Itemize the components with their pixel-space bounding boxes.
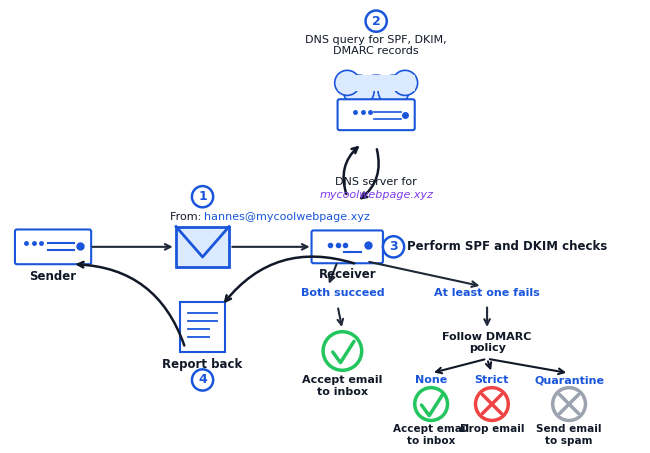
Text: Report back: Report back	[162, 358, 242, 371]
FancyBboxPatch shape	[180, 302, 225, 352]
Circle shape	[353, 75, 399, 121]
Text: 4: 4	[198, 373, 207, 386]
Circle shape	[552, 388, 586, 420]
Text: 2: 2	[372, 14, 380, 28]
Text: Accept email
to inbox: Accept email to inbox	[393, 424, 469, 446]
FancyBboxPatch shape	[337, 75, 415, 91]
Text: At least one fails: At least one fails	[434, 288, 540, 299]
Circle shape	[343, 75, 374, 106]
Circle shape	[335, 70, 359, 96]
Text: Accept email
to inbox: Accept email to inbox	[302, 375, 383, 397]
Circle shape	[323, 332, 361, 370]
Text: Sender: Sender	[29, 270, 77, 283]
Circle shape	[393, 70, 418, 96]
Text: None: None	[415, 375, 447, 385]
Text: DNS server for: DNS server for	[335, 178, 417, 188]
Text: Both succeed: Both succeed	[300, 288, 384, 299]
Text: hannes@mycoolwebpage.xyz: hannes@mycoolwebpage.xyz	[205, 212, 370, 222]
Text: Send email
to spam: Send email to spam	[536, 424, 602, 446]
FancyBboxPatch shape	[311, 231, 383, 263]
Circle shape	[415, 388, 448, 420]
Circle shape	[383, 236, 404, 257]
Text: 1: 1	[198, 190, 207, 203]
Text: Quarantine: Quarantine	[534, 375, 604, 385]
Text: Strict: Strict	[474, 375, 509, 385]
FancyBboxPatch shape	[15, 230, 91, 264]
Circle shape	[378, 75, 409, 106]
Circle shape	[476, 388, 508, 420]
Circle shape	[192, 186, 213, 207]
Circle shape	[192, 369, 213, 390]
Text: 3: 3	[389, 241, 398, 253]
FancyBboxPatch shape	[337, 99, 415, 130]
Text: From:: From:	[170, 212, 205, 222]
FancyBboxPatch shape	[176, 226, 229, 267]
Text: DNS query for SPF, DKIM,
DMARC records: DNS query for SPF, DKIM, DMARC records	[306, 34, 447, 56]
Text: Drop email: Drop email	[460, 424, 524, 434]
Text: mycoolwebpage.xyz: mycoolwebpage.xyz	[319, 190, 433, 200]
Text: Perform SPF and DKIM checks: Perform SPF and DKIM checks	[407, 241, 607, 253]
Text: Receiver: Receiver	[318, 268, 376, 281]
Circle shape	[365, 10, 387, 32]
Text: Follow DMARC
policy: Follow DMARC policy	[443, 332, 532, 353]
